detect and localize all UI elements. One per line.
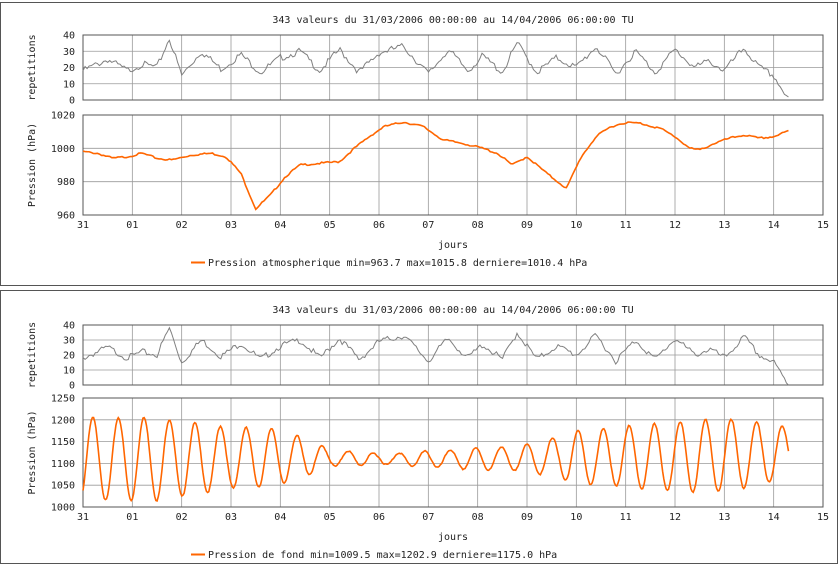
y-tick-label-repetitions: 0 bbox=[69, 381, 75, 392]
legend-label-pressure: Pression de fond min=1009.5 max=1202.9 d… bbox=[208, 550, 557, 561]
x-tick-label: 13 bbox=[718, 512, 730, 523]
series-line-repetitions bbox=[82, 326, 789, 386]
y-tick-label-repetitions: 40 bbox=[63, 31, 75, 42]
y-tick-label-pressure: 1050 bbox=[51, 481, 75, 492]
x-tick-label: 04 bbox=[274, 220, 286, 231]
y-axis-label-repetitions: repetitions bbox=[27, 34, 38, 100]
x-tick-label: 15 bbox=[817, 512, 829, 523]
x-tick-label: 06 bbox=[373, 220, 385, 231]
y-axis-label-pressure: Pression (hPa) bbox=[27, 123, 38, 207]
y-tick-label-pressure: 960 bbox=[57, 211, 75, 222]
y-tick-label-pressure: 1150 bbox=[51, 437, 75, 448]
x-tick-label: 06 bbox=[373, 512, 385, 523]
y-tick-label-pressure: 1250 bbox=[51, 394, 75, 405]
x-tick-label: 03 bbox=[225, 512, 237, 523]
chart-panel-atmospheric: 343 valeurs du 31/03/2006 00:00:00 au 14… bbox=[0, 2, 838, 286]
y-tick-label-pressure: 1020 bbox=[51, 111, 75, 122]
y-tick-label-repetitions: 0 bbox=[69, 96, 75, 107]
x-tick-label: 14 bbox=[768, 220, 780, 231]
legend-label-pressure: Pression atmospherique min=963.7 max=101… bbox=[208, 258, 587, 269]
x-tick-label: 14 bbox=[768, 512, 780, 523]
y-tick-label-pressure: 980 bbox=[57, 177, 75, 188]
x-tick-label: 03 bbox=[225, 220, 237, 231]
x-axis-label: jours bbox=[438, 532, 468, 543]
x-tick-label: 08 bbox=[472, 512, 484, 523]
x-tick-label: 31 bbox=[77, 220, 89, 231]
x-tick-label: 07 bbox=[422, 512, 434, 523]
y-tick-label-repetitions: 20 bbox=[63, 63, 75, 74]
x-tick-label: 12 bbox=[669, 512, 681, 523]
x-tick-label: 04 bbox=[274, 512, 286, 523]
series-line-pressure bbox=[82, 121, 789, 211]
y-tick-label-repetitions: 30 bbox=[63, 336, 75, 347]
y-tick-label-repetitions: 10 bbox=[63, 79, 75, 90]
x-tick-label: 12 bbox=[669, 220, 681, 231]
x-tick-label: 01 bbox=[126, 512, 138, 523]
y-tick-label-repetitions: 30 bbox=[63, 47, 75, 58]
x-axis-label: jours bbox=[438, 240, 468, 251]
chart-panel-bottom-pressure: 343 valeurs du 31/03/2006 00:00:00 au 14… bbox=[0, 290, 838, 564]
x-tick-label: 15 bbox=[817, 220, 829, 231]
x-tick-label: 01 bbox=[126, 220, 138, 231]
x-tick-label: 08 bbox=[472, 220, 484, 231]
y-tick-label-pressure: 1000 bbox=[51, 144, 75, 155]
series-line-pressure bbox=[82, 416, 790, 503]
x-tick-label: 09 bbox=[521, 512, 533, 523]
y-tick-label-pressure: 1000 bbox=[51, 503, 75, 514]
chart-bottom-pressure: 343 valeurs du 31/03/2006 00:00:00 au 14… bbox=[27, 305, 829, 561]
x-tick-label: 02 bbox=[176, 512, 188, 523]
y-tick-label-pressure: 1200 bbox=[51, 415, 75, 426]
x-tick-label: 05 bbox=[324, 512, 336, 523]
y-tick-label-repetitions: 10 bbox=[63, 366, 75, 377]
y-tick-label-repetitions: 40 bbox=[63, 321, 75, 332]
y-axis-label-repetitions: repetitions bbox=[27, 322, 38, 388]
series-line-repetitions bbox=[82, 39, 789, 98]
x-tick-label: 07 bbox=[422, 220, 434, 231]
x-tick-label: 09 bbox=[521, 220, 533, 231]
x-tick-label: 11 bbox=[620, 220, 632, 231]
x-tick-label: 11 bbox=[620, 512, 632, 523]
x-tick-label: 10 bbox=[570, 220, 582, 231]
x-tick-label: 31 bbox=[77, 512, 89, 523]
plot-frame-repetitions bbox=[82, 324, 824, 386]
y-tick-label-repetitions: 20 bbox=[63, 351, 75, 362]
chart-atmospheric-pressure: 343 valeurs du 31/03/2006 00:00:00 au 14… bbox=[27, 15, 829, 269]
chart-title: 343 valeurs du 31/03/2006 00:00:00 au 14… bbox=[272, 15, 633, 26]
x-tick-label: 05 bbox=[324, 220, 336, 231]
y-tick-label-pressure: 1100 bbox=[51, 459, 75, 470]
plot-frame-pressure bbox=[82, 114, 824, 216]
x-tick-label: 02 bbox=[176, 220, 188, 231]
plot-frame-pressure bbox=[82, 397, 824, 508]
chart-title: 343 valeurs du 31/03/2006 00:00:00 au 14… bbox=[272, 305, 633, 316]
plot-frame-repetitions bbox=[82, 34, 824, 101]
x-tick-label: 13 bbox=[718, 220, 730, 231]
y-axis-label-pressure: Pression (hPa) bbox=[27, 410, 38, 494]
x-tick-label: 10 bbox=[570, 512, 582, 523]
